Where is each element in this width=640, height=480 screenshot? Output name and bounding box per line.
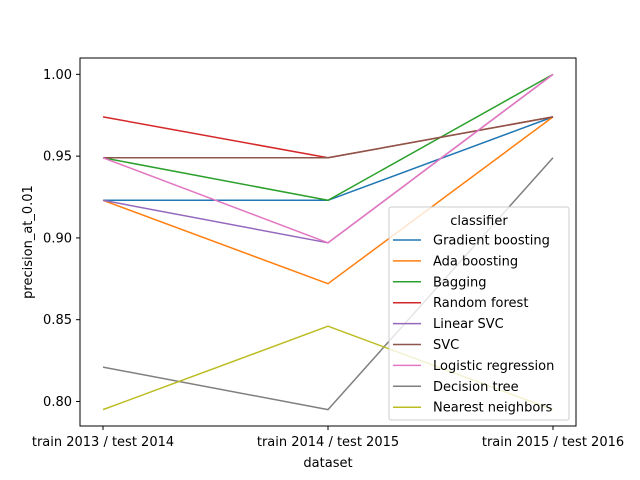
series-line [102, 73, 554, 244]
x-tick-label: train 2014 / test 2015 [257, 435, 399, 450]
plot-lines [102, 73, 554, 411]
y-tick-label: 0.80 [43, 395, 72, 410]
y-tick-label: 0.85 [43, 313, 72, 328]
y-axis-ticks: 0.80 0.85 0.90 0.95 1.00 [43, 68, 80, 410]
legend-label: Logistic regression [433, 359, 554, 374]
series-line [102, 116, 554, 285]
y-tick-label: 0.90 [43, 231, 72, 246]
legend-box [388, 206, 570, 421]
x-tick-label: train 2015 / test 2016 [482, 435, 624, 450]
legend-label: Linear SVC [433, 317, 504, 332]
x-axis-label: dataset [303, 456, 352, 471]
legend-title: classifier [450, 214, 508, 229]
y-tick-label: 0.95 [43, 150, 72, 165]
legend: classifier Gradient boosting Ada boosting… [388, 206, 570, 421]
legend-label: Random forest [433, 296, 528, 311]
y-axis-label: precision_at_0.01 [21, 185, 36, 299]
legend-label: Ada boosting [433, 254, 518, 269]
x-axis-ticks: train 2013 / test 2014 train 2014 / test … [32, 426, 624, 450]
legend-items: Gradient boosting Ada boosting Bagging Rand… [393, 234, 554, 416]
x-tick-label: train 2013 / test 2014 [32, 435, 174, 450]
series-line [103, 116, 554, 159]
legend-label: SVC [433, 338, 459, 353]
legend-label: Gradient boosting [433, 234, 550, 249]
series-line [102, 116, 554, 159]
legend-label: Decision tree [433, 380, 519, 395]
legend-label: Bagging [433, 275, 487, 290]
y-tick-label: 1.00 [43, 68, 72, 83]
legend-label: Nearest neighbors [433, 401, 553, 416]
series-line [102, 73, 554, 202]
